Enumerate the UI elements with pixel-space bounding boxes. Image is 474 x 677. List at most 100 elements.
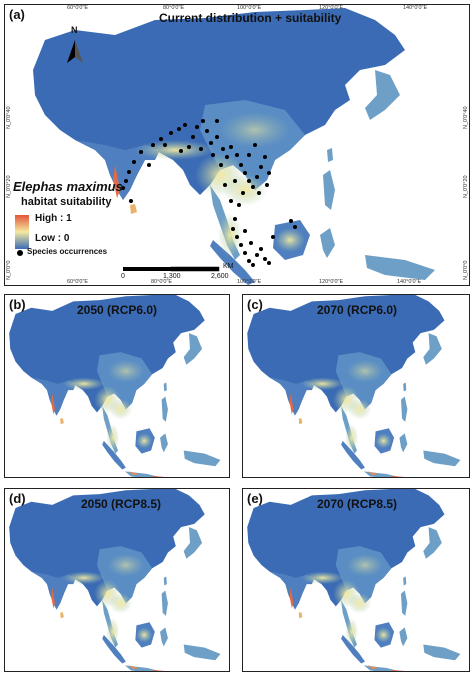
occurrence-point bbox=[129, 199, 133, 203]
occurrence-point bbox=[187, 145, 191, 149]
scale-tick-1: 1,300 bbox=[163, 273, 181, 280]
occurrence-point bbox=[225, 155, 229, 159]
occurrence-point bbox=[132, 160, 136, 164]
panel-e-title: 2070 (RCP8.5) bbox=[317, 497, 398, 511]
occurrence-point bbox=[169, 131, 173, 135]
scale-tick-0: 0 bbox=[121, 273, 125, 280]
occurrence-point bbox=[265, 183, 269, 187]
occurrence-point bbox=[267, 171, 271, 175]
occurrence-point bbox=[263, 257, 267, 261]
legend-high: High : 1 bbox=[35, 213, 72, 224]
occurrence-point bbox=[139, 150, 143, 154]
occurrence-point bbox=[215, 119, 219, 123]
occurrence-point bbox=[251, 185, 255, 189]
occurrence-point bbox=[257, 191, 261, 195]
occurrence-point bbox=[253, 143, 257, 147]
north-label: N bbox=[71, 25, 78, 35]
right-tick-2: N_0'0°0 bbox=[463, 260, 469, 280]
occurrence-point bbox=[199, 147, 203, 151]
legend-subtitle: habitat suitability bbox=[21, 196, 112, 208]
right-tick-1: N_0'0°20 bbox=[463, 175, 469, 198]
map-d bbox=[9, 489, 221, 671]
map-b bbox=[9, 295, 221, 477]
map-e bbox=[247, 489, 461, 671]
scale-tick-2: 2,600 bbox=[211, 273, 229, 280]
top-tick-0: 60°0'0"E bbox=[67, 5, 89, 11]
occurrence-point bbox=[151, 143, 155, 147]
occurrence-point bbox=[223, 183, 227, 187]
occurrence-point bbox=[251, 263, 255, 267]
legend-low: Low : 0 bbox=[35, 233, 70, 244]
bottom-tick-3: 120°0'0"E bbox=[319, 279, 344, 285]
top-tick-2: 100°0'0"E bbox=[237, 5, 262, 11]
occurrence-point bbox=[243, 171, 247, 175]
panel-b: (b) 2050 (RCP6.0) bbox=[4, 294, 230, 478]
occurrence-point bbox=[183, 123, 187, 127]
panel-c: (c) 2070 (RCP6.0) bbox=[242, 294, 470, 478]
top-tick-4: 140°0'0"E bbox=[403, 5, 428, 11]
bottom-tick-4: 140°0'0"E bbox=[397, 279, 422, 285]
left-tick-2: N_0'0°0 bbox=[6, 260, 12, 280]
right-tick-0: N_0'0°40 bbox=[463, 106, 469, 129]
occurrence-point bbox=[221, 147, 225, 151]
occurrence-point bbox=[271, 235, 275, 239]
occurrence-point bbox=[259, 165, 263, 169]
legend-occurrences: Species occurrences bbox=[27, 247, 108, 256]
occurrence-point bbox=[289, 219, 293, 223]
map-c bbox=[247, 295, 461, 477]
occurrence-point bbox=[255, 253, 259, 257]
occurrence-point bbox=[233, 217, 237, 221]
occurrence-point bbox=[235, 235, 239, 239]
occurrence-point bbox=[235, 153, 239, 157]
panel-a-title: Current distribution + suitability bbox=[159, 11, 342, 25]
occurrence-point bbox=[233, 179, 237, 183]
occurrence-point bbox=[191, 135, 195, 139]
occurrence-point bbox=[249, 241, 253, 245]
occurrence-point bbox=[211, 153, 215, 157]
panel-e-label: (e) bbox=[247, 491, 263, 506]
occurrence-point bbox=[177, 127, 181, 131]
occurrence-point bbox=[124, 179, 128, 183]
bottom-tick-2: 100°0'0"E bbox=[237, 279, 262, 285]
top-tick-1: 80°0'0"E bbox=[163, 5, 185, 11]
occurrence-point bbox=[127, 170, 131, 174]
occurrence-point bbox=[263, 155, 267, 159]
panel-b-title: 2050 (RCP6.0) bbox=[77, 303, 158, 317]
scale-bar bbox=[123, 266, 220, 272]
north-arrow-icon bbox=[67, 40, 83, 63]
panel-d: (d) 2050 (RCP8.5) bbox=[4, 488, 230, 672]
scale-unit: KM bbox=[223, 263, 234, 270]
occurrence-point bbox=[229, 145, 233, 149]
occurrence-point bbox=[231, 227, 235, 231]
occurrence-point bbox=[121, 186, 125, 190]
left-tick-1: N_0'0°20 bbox=[6, 175, 12, 198]
occurrence-point bbox=[195, 125, 199, 129]
occurrence-point bbox=[241, 191, 245, 195]
panel-c-label: (c) bbox=[247, 297, 263, 312]
panel-c-title: 2070 (RCP6.0) bbox=[317, 303, 398, 317]
panel-a: (a) Current distribution + suitability N… bbox=[4, 4, 470, 286]
bottom-tick-1: 80°0'0"E bbox=[151, 279, 173, 285]
occurrence-point bbox=[267, 261, 271, 265]
panel-b-label: (b) bbox=[9, 297, 26, 312]
map-a bbox=[5, 5, 469, 285]
occurrence-point bbox=[239, 163, 243, 167]
occurrence-point bbox=[229, 199, 233, 203]
occurrence-point bbox=[247, 153, 251, 157]
occurrence-point bbox=[259, 247, 263, 251]
panel-d-label: (d) bbox=[9, 491, 26, 506]
occurrence-point bbox=[215, 135, 219, 139]
occurrence-point bbox=[293, 225, 297, 229]
occurrence-point bbox=[247, 259, 251, 263]
occurrence-point bbox=[239, 243, 243, 247]
legend-species: Elephas maximus bbox=[13, 179, 123, 194]
top-tick-3: 120°0'0"E bbox=[319, 5, 344, 11]
panel-e: (e) 2070 (RCP8.5) bbox=[242, 488, 470, 672]
occurrence-point bbox=[201, 119, 205, 123]
occurrence-point bbox=[205, 129, 209, 133]
occurrence-point bbox=[147, 163, 151, 167]
occurrence-point bbox=[247, 179, 251, 183]
legend-gradient bbox=[15, 215, 29, 249]
occurrence-point bbox=[219, 163, 223, 167]
panel-a-label: (a) bbox=[9, 7, 25, 22]
